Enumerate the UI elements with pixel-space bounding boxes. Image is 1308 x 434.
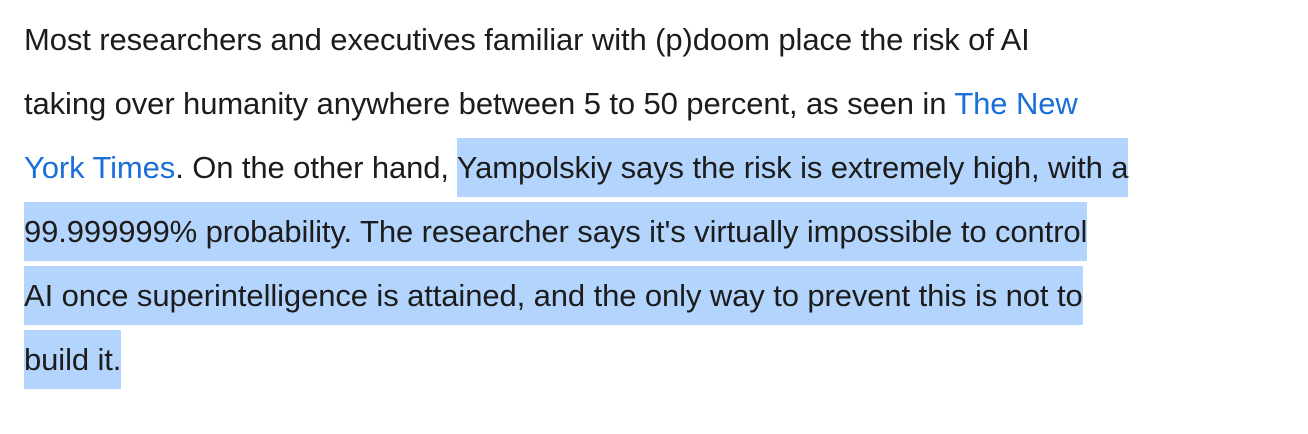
paragraph-line-1: Most researchers and executives familiar… [24,8,1294,72]
paragraph-line-3: York Times. On the other hand, Yampolski… [24,136,1294,200]
selected-text: 99.999999% probability. The researcher s… [24,202,1087,261]
paragraph-text: taking over humanity anywhere between 5 … [24,86,955,121]
paragraph-line-5: AI once superintelligence is attained, a… [24,264,1294,328]
paragraph-text: . On the other hand, [175,150,457,185]
selected-text: Yampolskiy says the risk is extremely hi… [456,138,1128,197]
paragraph-line-2: taking over humanity anywhere between 5 … [24,72,1294,136]
selected-text: AI once superintelligence is attained, a… [24,266,1083,325]
paragraph-text: Most researchers and executives familiar… [24,22,1030,57]
nyt-link-part-1[interactable]: The New [954,86,1078,121]
paragraph-line-4: 99.999999% probability. The researcher s… [24,200,1294,264]
nyt-link-part-2[interactable]: York Times [24,150,176,185]
selected-text: build it. [24,330,121,389]
article-paragraph: Most researchers and executives familiar… [24,8,1294,392]
paragraph-line-6: build it. [24,328,1294,392]
